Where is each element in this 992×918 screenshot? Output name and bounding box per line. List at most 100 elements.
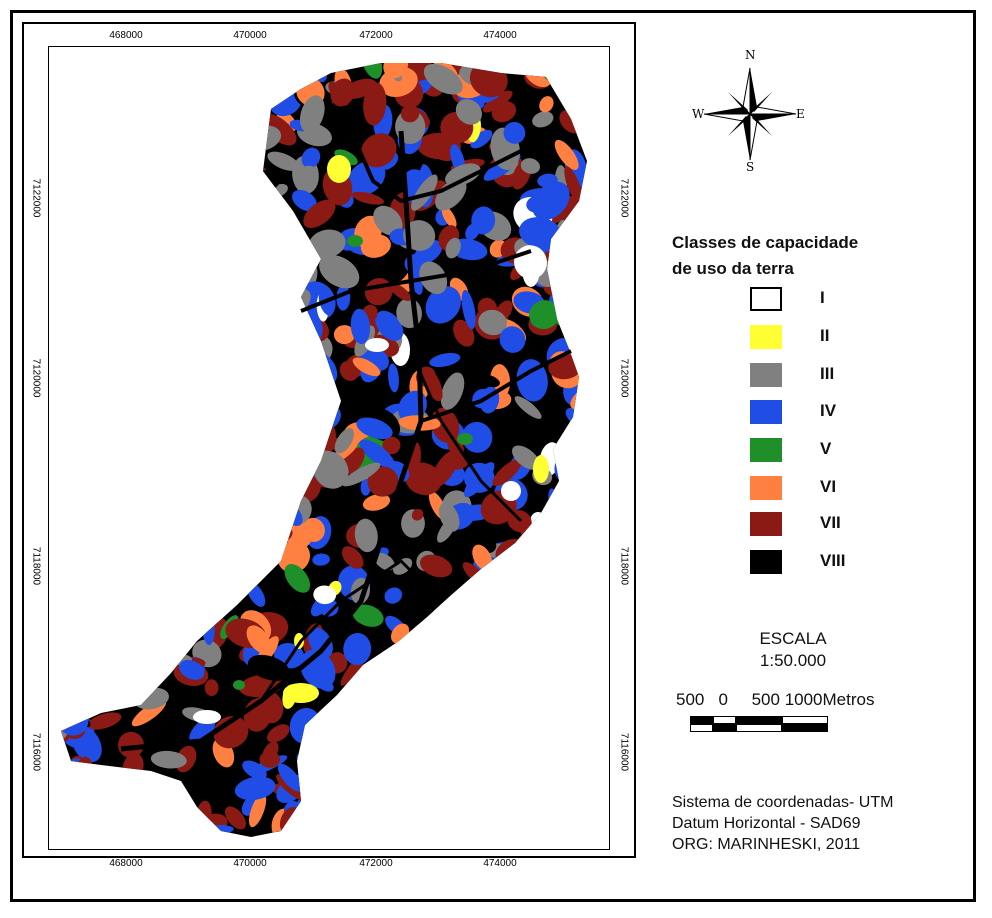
land-patch bbox=[373, 205, 403, 236]
land-patch bbox=[492, 608, 520, 641]
land-patch bbox=[148, 222, 162, 237]
land-patch bbox=[61, 315, 86, 349]
land-patch bbox=[558, 63, 578, 81]
land-patch bbox=[132, 670, 147, 705]
land-patch bbox=[327, 155, 351, 183]
land-patch bbox=[570, 648, 587, 674]
land-patch bbox=[61, 674, 85, 694]
land-patch bbox=[276, 238, 306, 253]
land-patch bbox=[97, 63, 126, 79]
land-patch bbox=[574, 282, 587, 309]
land-patch bbox=[523, 840, 554, 850]
land-patch bbox=[174, 359, 197, 386]
land-patch bbox=[481, 572, 504, 584]
land-patch bbox=[146, 492, 177, 525]
land-patch bbox=[247, 529, 263, 547]
land-patch bbox=[114, 557, 134, 578]
x-tick-top: 474000 bbox=[483, 30, 517, 41]
land-patch bbox=[238, 189, 270, 223]
land-patch bbox=[225, 145, 253, 182]
land-patch bbox=[411, 174, 438, 211]
land-patch bbox=[247, 361, 273, 394]
land-patch bbox=[549, 63, 576, 92]
land-patch bbox=[81, 394, 115, 428]
land-patch bbox=[193, 710, 221, 724]
land-patch bbox=[214, 386, 246, 412]
land-patch bbox=[441, 206, 457, 229]
land-patch bbox=[295, 828, 315, 837]
land-patch bbox=[499, 661, 535, 696]
land-patch bbox=[61, 148, 76, 173]
land-patch bbox=[298, 384, 329, 413]
land-patch bbox=[128, 834, 165, 837]
land-patch bbox=[397, 710, 431, 732]
land-patch bbox=[97, 549, 118, 570]
land-patch bbox=[374, 711, 391, 736]
land-patch bbox=[69, 127, 101, 164]
land-patch bbox=[330, 78, 355, 107]
land-patch bbox=[365, 338, 389, 352]
land-patch bbox=[542, 63, 562, 73]
drainage-network bbox=[120, 129, 572, 802]
land-patch bbox=[549, 657, 578, 690]
land-patch bbox=[115, 410, 135, 425]
land-patch bbox=[499, 598, 537, 615]
land-patch bbox=[293, 359, 324, 401]
land-patch bbox=[225, 365, 254, 399]
land-patch bbox=[308, 380, 333, 414]
land-patch bbox=[98, 98, 113, 120]
land-patch bbox=[418, 644, 437, 686]
land-patch bbox=[140, 117, 165, 137]
land-patch bbox=[82, 416, 95, 444]
land-patch bbox=[435, 178, 467, 211]
land-patch bbox=[110, 63, 136, 66]
land-patch bbox=[573, 638, 587, 669]
land-patch bbox=[151, 794, 164, 812]
land-patch bbox=[493, 746, 521, 759]
land-patch bbox=[459, 606, 486, 639]
legend-swatch bbox=[750, 400, 782, 424]
map-credits: Sistema de coordenadas- UTM Datum Horizo… bbox=[672, 792, 893, 855]
land-patch bbox=[520, 158, 540, 174]
land-patch bbox=[576, 105, 587, 124]
land-patch bbox=[411, 723, 444, 755]
land-patch bbox=[49, 212, 61, 231]
land-patch bbox=[179, 511, 206, 539]
land-patch bbox=[61, 794, 86, 820]
land-patch bbox=[293, 346, 310, 370]
land-patch bbox=[79, 482, 115, 513]
land-patch bbox=[426, 740, 456, 761]
land-patch bbox=[529, 300, 560, 330]
land-patch bbox=[517, 810, 539, 825]
land-patch bbox=[434, 608, 468, 646]
land-patch bbox=[61, 504, 63, 517]
land-patch bbox=[511, 633, 527, 653]
land-patch bbox=[108, 444, 152, 480]
land-patch bbox=[114, 469, 131, 487]
land-patch bbox=[383, 63, 409, 79]
land-patch bbox=[115, 287, 139, 306]
land-patch bbox=[211, 462, 232, 483]
land-patch bbox=[61, 206, 70, 226]
land-patch bbox=[382, 436, 401, 455]
land-patch bbox=[518, 536, 535, 572]
land-patch bbox=[278, 312, 305, 337]
land-patch bbox=[441, 610, 457, 628]
compass-south-label: S bbox=[746, 160, 755, 174]
land-patch bbox=[505, 660, 539, 694]
land-patch bbox=[108, 295, 122, 309]
land-patch bbox=[453, 793, 487, 827]
land-patch bbox=[186, 304, 205, 325]
land-patch bbox=[565, 547, 587, 574]
land-patch bbox=[89, 396, 126, 429]
land-patch bbox=[252, 349, 266, 383]
land-patch bbox=[403, 820, 430, 837]
land-patch bbox=[445, 237, 461, 259]
land-patch bbox=[179, 659, 205, 680]
land-patch bbox=[468, 373, 500, 388]
land-patch bbox=[335, 816, 360, 837]
land-patch bbox=[356, 756, 383, 776]
land-patch bbox=[470, 129, 493, 149]
land-patch bbox=[260, 482, 280, 521]
land-patch bbox=[117, 224, 137, 245]
